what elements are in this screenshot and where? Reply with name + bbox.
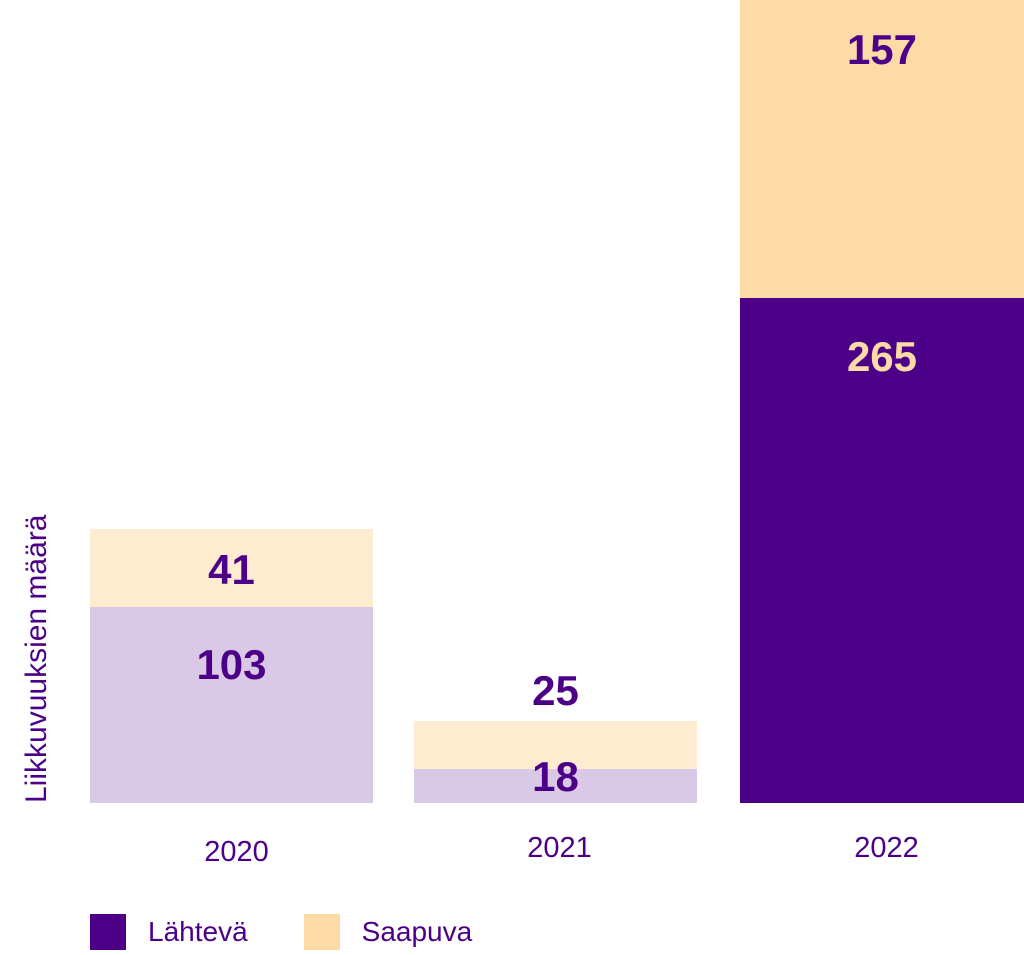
legend-label-lahteva: Lähtevä bbox=[148, 916, 248, 947]
bar-2020-lahteva bbox=[90, 607, 373, 803]
value-label-2022-saapuva: 157 bbox=[846, 26, 918, 73]
legend-label-saapuva: Saapuva bbox=[361, 916, 473, 947]
x-tick-2020: 2020 bbox=[204, 836, 269, 868]
legend-item-saapuva: Saapuva bbox=[303, 914, 473, 950]
bar-2021: 18 bbox=[414, 721, 697, 803]
legend: Lähtevä Saapuva bbox=[90, 914, 528, 950]
legend-swatch-saapuva-icon bbox=[303, 914, 340, 950]
value-label-2022-lahteva: 265 bbox=[846, 333, 918, 380]
value-label-2020-saapuva: 41 bbox=[208, 546, 255, 593]
bar-2022-saapuva bbox=[740, 0, 1024, 298]
value-label-2021-saapuva: 25 bbox=[532, 667, 579, 714]
bar-2021-lahteva bbox=[414, 769, 697, 803]
value-label-2021-lahteva: 18 bbox=[532, 753, 579, 800]
value-label-2020-lahteva: 103 bbox=[196, 641, 267, 688]
bar-2022: 157 265 bbox=[740, 0, 1024, 803]
y-axis-label: Liikkuvuuksien määrä bbox=[20, 514, 53, 803]
bar-2022-lahteva bbox=[740, 298, 1024, 803]
legend-swatch-lahteva-icon bbox=[90, 914, 126, 950]
bar-2020-saapuva bbox=[90, 529, 373, 607]
x-tick-2021: 2021 bbox=[527, 832, 592, 864]
bar-2020: 41 103 bbox=[90, 529, 373, 803]
bar-2021-saapuva bbox=[414, 721, 697, 769]
x-tick-2022: 2022 bbox=[854, 832, 919, 864]
legend-item-lahteva: Lähtevä bbox=[90, 914, 248, 950]
